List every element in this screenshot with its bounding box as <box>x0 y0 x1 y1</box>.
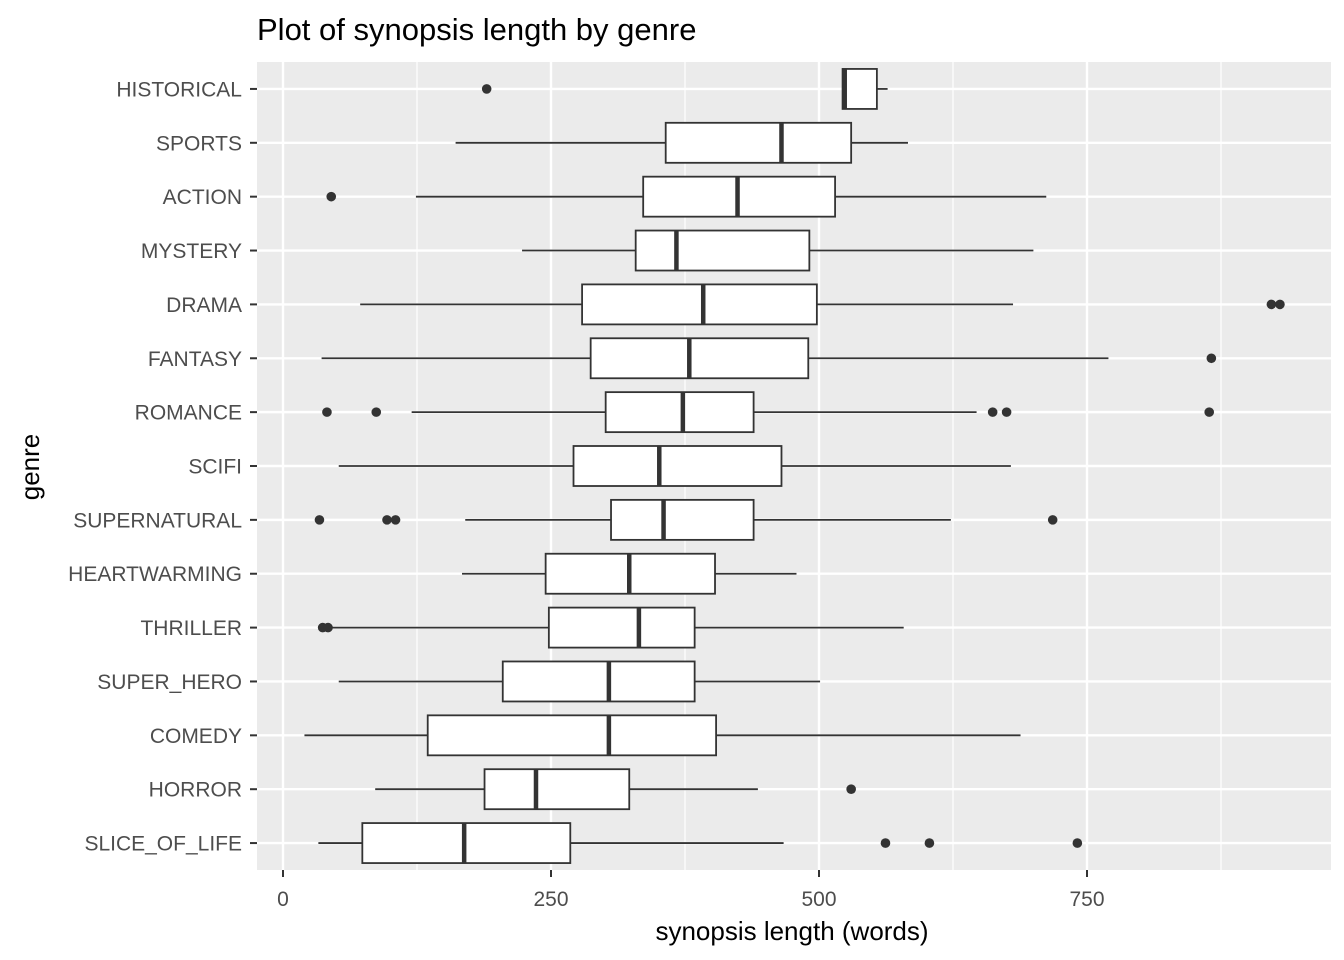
outlier-point <box>371 407 382 417</box>
box-historical <box>481 68 888 110</box>
box-drama <box>360 283 1285 326</box>
box-comedy <box>304 714 1021 757</box>
iqr-box <box>483 768 631 811</box>
y-tick-label: HORROR <box>149 779 242 802</box>
outlier-point <box>323 622 333 633</box>
iqr-box <box>572 445 783 487</box>
outlier-point <box>1047 515 1058 525</box>
y-tick-label: HEARTWARMING <box>68 563 242 586</box>
iqr-box <box>634 229 811 272</box>
x-tick-label: 250 <box>533 888 568 911</box>
y-tick-label: SUPER_HERO <box>97 671 242 694</box>
y-tick-label: FANTASY <box>148 348 242 371</box>
y-axis: HISTORICAL SPORTS ACTION MYSTERY DRAMA FANTAS… <box>68 78 257 856</box>
box-heartwarming <box>462 552 797 595</box>
y-tick-label: ACTION <box>163 186 242 209</box>
outlier-point <box>322 407 332 417</box>
iqr-box <box>604 391 755 434</box>
y-axis-title: genre <box>15 434 45 501</box>
outlier-point <box>390 515 401 525</box>
y-tick-label: SUPERNATURAL <box>73 509 242 532</box>
y-tick-label: SCIFI <box>188 456 242 479</box>
iqr-box <box>501 660 696 703</box>
iqr-box <box>664 121 853 164</box>
box-action <box>326 175 1047 218</box>
y-tick-label: THRILLER <box>140 617 242 640</box>
outlier-point <box>880 838 891 848</box>
x-tick-label: 750 <box>1069 888 1104 911</box>
iqr-box <box>610 498 755 541</box>
box-super_hero <box>338 660 821 703</box>
iqr-box <box>547 606 696 649</box>
box-thriller <box>317 606 904 649</box>
y-tick-label: SLICE_OF_LIFE <box>84 833 242 856</box>
box-slice_of_life <box>318 822 1083 864</box>
box-scifi <box>338 445 1011 487</box>
box-horror <box>375 768 856 811</box>
y-tick-label: COMEDY <box>150 725 242 748</box>
iqr-box <box>581 283 818 326</box>
outlier-point <box>1072 838 1083 848</box>
outlier-point <box>314 515 325 525</box>
iqr-box <box>426 714 717 757</box>
x-axis: 0 250 500 750 <box>277 870 1105 911</box>
outlier-point <box>481 84 492 94</box>
outlier-point <box>1266 299 1277 310</box>
box-mystery <box>522 229 1034 272</box>
x-axis-title: synopsis length (words) <box>655 916 928 946</box>
y-tick-label: ROMANCE <box>135 402 242 425</box>
box-sports <box>455 121 908 164</box>
outlier-point <box>924 838 935 848</box>
iqr-box <box>589 337 810 380</box>
outlier-point <box>1206 353 1217 364</box>
y-tick-label: DRAMA <box>166 294 242 317</box>
box-fantasy <box>321 337 1217 380</box>
outlier-point <box>326 191 337 202</box>
box-romance <box>322 391 1215 434</box>
y-tick-label: HISTORICAL <box>116 78 242 101</box>
boxes <box>304 68 1285 864</box>
x-tick-label: 0 <box>277 888 289 911</box>
outlier-point <box>846 784 856 794</box>
chart-title: Plot of synopsis length by genre <box>257 12 696 47</box>
outlier-point <box>1275 299 1285 310</box>
iqr-box <box>841 68 878 110</box>
outlier-point <box>987 407 998 417</box>
x-tick-label: 500 <box>801 888 836 911</box>
outlier-point <box>382 515 392 525</box>
y-tick-label: MYSTERY <box>141 240 242 263</box>
outlier-point <box>1204 407 1215 417</box>
outlier-point <box>1001 407 1012 417</box>
box-supernatural <box>314 498 1058 541</box>
y-tick-label: SPORTS <box>156 132 242 155</box>
